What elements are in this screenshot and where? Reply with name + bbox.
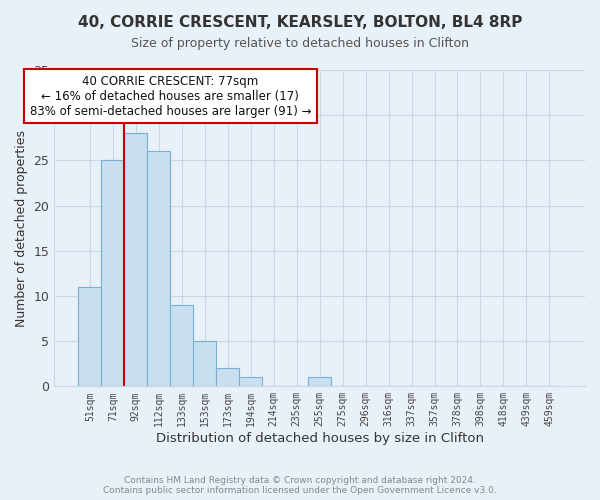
- Bar: [170, 305, 193, 386]
- Text: Size of property relative to detached houses in Clifton: Size of property relative to detached ho…: [131, 38, 469, 51]
- Text: Contains HM Land Registry data © Crown copyright and database right 2024.: Contains HM Land Registry data © Crown c…: [124, 476, 476, 485]
- Bar: [148, 152, 170, 386]
- Text: 40, CORRIE CRESCENT, KEARSLEY, BOLTON, BL4 8RP: 40, CORRIE CRESCENT, KEARSLEY, BOLTON, B…: [78, 15, 522, 30]
- Text: 40 CORRIE CRESCENT: 77sqm
← 16% of detached houses are smaller (17)
83% of semi-: 40 CORRIE CRESCENT: 77sqm ← 16% of detac…: [29, 74, 311, 118]
- Bar: [124, 134, 148, 386]
- Bar: [79, 287, 101, 386]
- Text: Contains public sector information licensed under the Open Government Licence v3: Contains public sector information licen…: [103, 486, 497, 495]
- X-axis label: Distribution of detached houses by size in Clifton: Distribution of detached houses by size …: [155, 432, 484, 445]
- Bar: [308, 378, 331, 386]
- Y-axis label: Number of detached properties: Number of detached properties: [15, 130, 28, 326]
- Bar: [216, 368, 239, 386]
- Bar: [101, 160, 124, 386]
- Bar: [193, 341, 216, 386]
- Bar: [239, 378, 262, 386]
